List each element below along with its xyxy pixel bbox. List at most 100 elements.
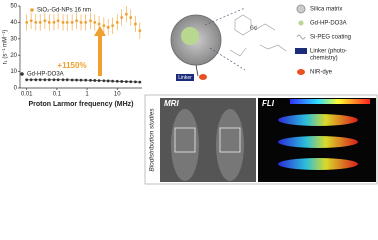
legend-icon — [296, 4, 306, 14]
point — [138, 29, 142, 32]
point — [70, 78, 74, 82]
mri-body — [171, 109, 199, 181]
linker-tag: Linker — [178, 75, 192, 81]
arrow-head — [94, 26, 106, 36]
point — [102, 24, 106, 28]
point — [129, 16, 133, 19]
point — [89, 19, 92, 23]
point — [115, 79, 119, 83]
schematic: Gd Linker — [170, 7, 287, 81]
point — [56, 19, 60, 23]
point — [111, 79, 114, 83]
point — [134, 22, 137, 26]
point — [25, 21, 29, 24]
point — [52, 78, 56, 82]
point — [70, 21, 74, 24]
point — [115, 21, 119, 24]
point — [75, 78, 79, 82]
mouse — [278, 136, 358, 148]
roi — [174, 127, 196, 153]
x-tick-label: 1 — [85, 92, 89, 98]
schematic-legend: Silica matrix Gd-HP-DO3A Si-PEG coating Lin… — [295, 4, 351, 76]
point — [75, 19, 79, 23]
point — [106, 79, 110, 83]
point — [47, 78, 51, 82]
panel-label: MRI — [164, 99, 179, 108]
legend-icon — [295, 48, 307, 54]
point — [25, 78, 29, 82]
point — [38, 78, 42, 82]
molecule — [229, 14, 287, 57]
point — [134, 80, 137, 84]
y-tick-label: 30 — [10, 36, 17, 42]
point — [65, 78, 69, 82]
point — [84, 78, 88, 82]
y-tick-label: 10 — [10, 69, 17, 75]
y-tick-label: 40 — [10, 20, 17, 26]
point — [38, 21, 42, 24]
legend-text: Gd-HP-DO3A — [310, 21, 347, 27]
y-tick-label: 50 — [10, 4, 17, 10]
point — [129, 80, 133, 84]
legend-label: Gd-HP-DO3A — [27, 72, 64, 78]
y-tick-label: 20 — [10, 53, 17, 59]
legend-icon — [297, 69, 305, 75]
legend-icon — [296, 34, 306, 40]
point — [34, 21, 38, 24]
point — [52, 21, 56, 24]
dye — [199, 74, 207, 80]
dash — [209, 47, 246, 71]
x-tick-label: 10 — [114, 92, 121, 98]
point — [93, 79, 97, 82]
point — [84, 21, 88, 24]
dash — [204, 7, 246, 26]
point — [61, 78, 65, 82]
annotation: +1150% — [57, 61, 86, 70]
point — [79, 78, 83, 82]
legend-label: SiO₂-Gd-NPs 16 nm — [37, 8, 91, 14]
gd-symbol: Gd — [250, 25, 257, 31]
point — [79, 21, 83, 24]
linker-line — [195, 64, 199, 77]
point — [120, 80, 124, 83]
legend-text: Silica matrix — [310, 7, 342, 13]
y-axis-label: r₁ (s⁻¹ mM⁻¹) — [3, 30, 9, 65]
legend-text: Linker (photo- — [310, 49, 347, 55]
point — [97, 22, 101, 26]
page: r₁ (s⁻¹ mM⁻¹) Proton Larmor frequency (M… — [3, 4, 378, 185]
y-tick-label: 0 — [14, 86, 18, 92]
point — [111, 24, 114, 28]
point — [56, 78, 60, 82]
x-tick-label: 0.01 — [21, 92, 33, 98]
legend-text: NIR-dye — [310, 70, 333, 76]
point — [47, 21, 51, 24]
panel-label: FLI — [262, 99, 275, 108]
point — [29, 19, 33, 23]
point — [89, 78, 92, 82]
legend-icon — [298, 20, 304, 26]
point — [106, 25, 110, 29]
gd-cluster — [181, 27, 199, 45]
linker-box — [176, 74, 194, 81]
mouse — [278, 114, 358, 126]
point — [43, 19, 47, 23]
x-tick-label: 0.1 — [53, 92, 62, 98]
point — [120, 16, 124, 19]
roi — [219, 127, 241, 153]
point — [97, 79, 101, 83]
x-axis-label: Proton Larmor frequency (MHz) — [28, 101, 133, 108]
point — [61, 21, 65, 24]
point — [124, 80, 128, 84]
point — [138, 80, 142, 84]
point — [65, 21, 69, 24]
point — [124, 12, 128, 16]
legend-marker — [20, 72, 24, 76]
color-bar — [290, 99, 370, 104]
legend-marker — [30, 8, 34, 12]
point — [34, 78, 38, 82]
mouse — [278, 158, 358, 170]
legend-text: Si-PEG coating — [310, 35, 351, 41]
mri-body — [216, 109, 244, 181]
legend-text: chemistry) — [310, 56, 338, 62]
point — [93, 21, 97, 24]
